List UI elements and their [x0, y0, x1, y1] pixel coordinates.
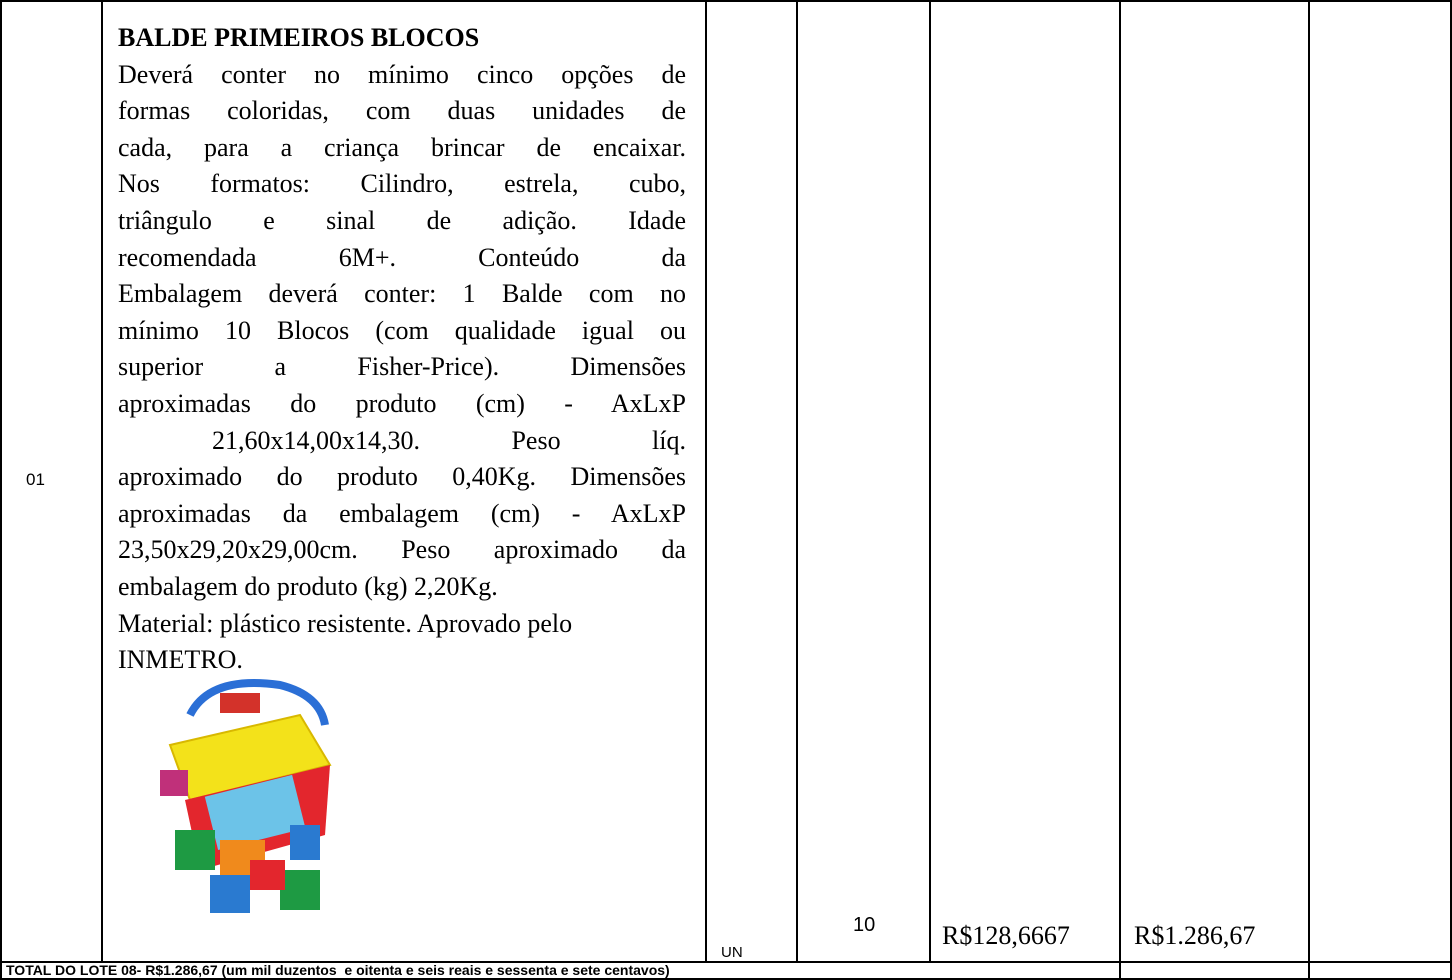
description-line: recomendada 6M+. Conteúdo da [118, 242, 686, 272]
product-title: BALDE PRIMEIROS BLOCOS [118, 23, 480, 52]
item-number: 01 [26, 470, 45, 489]
unit-price: R$128,6667 [942, 921, 1070, 950]
description: BALDE PRIMEIROS BLOCOS Deverá conter no … [118, 20, 686, 679]
description-line: 23,50x29,20x29,00cm. Peso aproximado da [118, 535, 686, 565]
description-line: Material: plástico resistente. Aprovado … [118, 608, 573, 638]
border [0, 0, 2, 980]
border [1308, 0, 1310, 980]
border [0, 0, 1452, 2]
unit: UN [721, 944, 743, 961]
border [1119, 0, 1121, 980]
border [1450, 0, 1452, 980]
description-line: triângulo e sinal de adição. Idade [118, 205, 686, 235]
description-line: aproximadas do produto (cm) - AxLxP [118, 388, 686, 418]
description-line: mínimo 10 Blocos (com qualidade igual ou [118, 315, 686, 345]
border [0, 978, 1452, 980]
border [705, 0, 707, 962]
quantity: 10 [853, 914, 876, 936]
description-line: 21,60x14,00x14,30. Peso líq. [212, 425, 686, 455]
lot-total: TOTAL DO LOTE 08- R$1.286,67 (um mil duz… [6, 962, 670, 978]
description-line: Nos formatos: Cilindro, estrela, cubo, [118, 169, 686, 199]
description-line: cada, para a criança brincar de encaixar… [118, 132, 686, 162]
description-line: aproximadas da embalagem (cm) - AxLxP [118, 498, 686, 528]
description-line: superior a Fisher-Price). Dimensões [118, 352, 686, 382]
description-line: Deverá conter no mínimo cinco opções de [118, 59, 686, 89]
description-line: INMETRO. [118, 645, 243, 675]
product-image [160, 679, 332, 913]
description-line: formas coloridas, com duas unidades de [118, 96, 686, 126]
description-line: aproximado do produto 0,40Kg. Dimensões [118, 462, 686, 492]
border [796, 0, 798, 962]
border [0, 961, 1452, 963]
border [101, 0, 103, 962]
border [929, 0, 931, 962]
description-line: Embalagem deverá conter: 1 Balde com no [118, 279, 686, 309]
description-line: embalagem do produto (kg) 2,20Kg. [118, 571, 498, 601]
total-price: R$1.286,67 [1134, 921, 1256, 950]
